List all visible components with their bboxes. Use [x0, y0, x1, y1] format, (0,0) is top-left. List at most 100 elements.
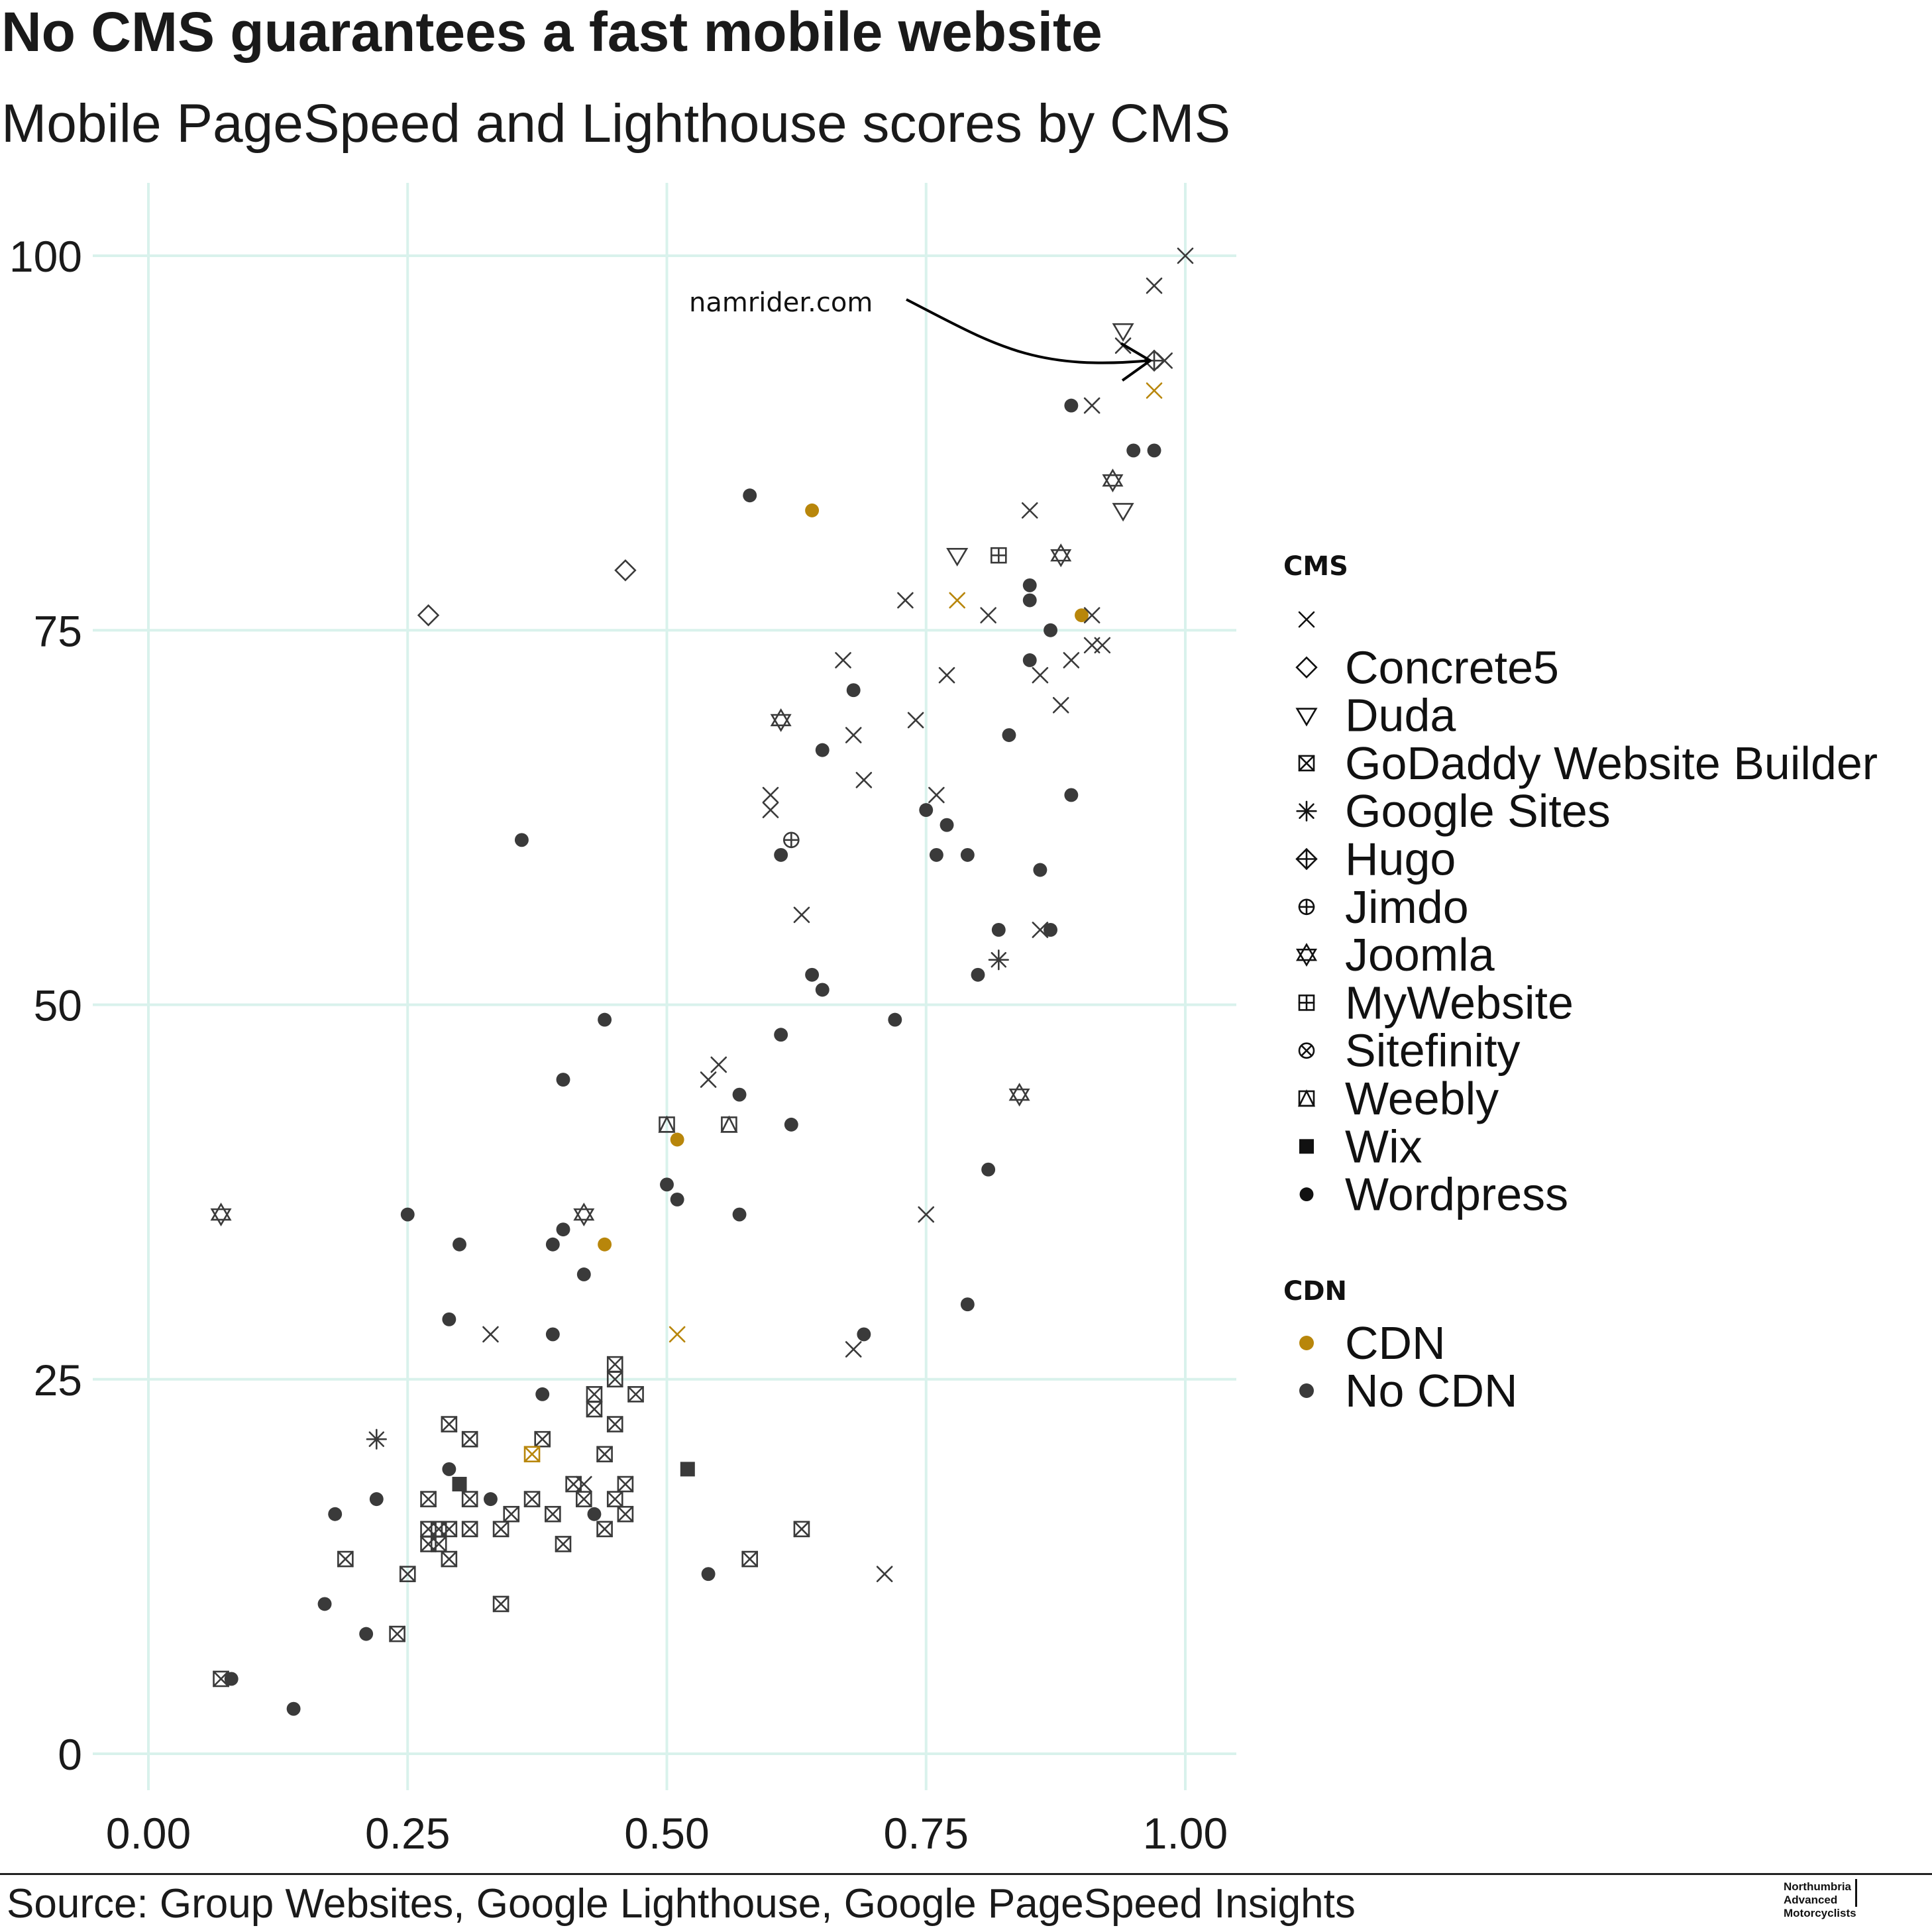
source-note: Source: Group Websites, Google Lighthous… — [7, 1881, 1356, 1927]
legend-cdn-title: CDN — [1283, 1276, 1347, 1307]
legend-cms-label: Hugo — [1345, 833, 1456, 885]
data-point — [938, 667, 955, 684]
data-point — [286, 1701, 301, 1716]
y-tick-label: 100 — [9, 232, 82, 281]
data-point — [1044, 623, 1058, 637]
data-point — [317, 1597, 332, 1611]
data-point — [815, 743, 830, 757]
data-point — [701, 1567, 716, 1582]
data-point — [598, 1237, 612, 1252]
data-point — [399, 1566, 416, 1582]
data-point — [1021, 502, 1038, 519]
legend-cdn-swatch — [1299, 1383, 1314, 1398]
data-point — [1177, 247, 1194, 264]
legend-cms-item: Jimdo — [1298, 881, 1469, 933]
data-point — [670, 1192, 684, 1207]
data-point — [1146, 382, 1163, 399]
data-point — [732, 1087, 747, 1102]
data-point — [835, 652, 851, 669]
data-point — [980, 607, 996, 623]
data-point — [210, 1203, 232, 1226]
data-point — [514, 833, 529, 847]
data-point — [939, 818, 954, 832]
data-point — [1063, 652, 1080, 669]
data-point — [482, 1326, 499, 1343]
x-tick-label: 1.00 — [1143, 1809, 1228, 1858]
annotation-arrowhead — [1120, 342, 1152, 382]
legend-cms-item: Weebly — [1297, 1073, 1499, 1124]
data-point — [988, 949, 1009, 971]
data-point — [907, 712, 924, 729]
legend-cms-label: Google Sites — [1345, 785, 1611, 837]
data-point — [700, 1071, 717, 1088]
data-point — [660, 1177, 674, 1192]
data-point — [720, 1115, 738, 1133]
data-point — [1064, 788, 1079, 802]
data-point — [669, 1326, 686, 1343]
annotation-label: namrider.com — [689, 288, 873, 318]
data-point — [981, 1162, 996, 1177]
data-point — [586, 1401, 603, 1418]
legend-cms-item: GoDaddy Website Builder — [1298, 737, 1878, 789]
data-point — [845, 727, 862, 743]
data-point — [369, 1492, 384, 1507]
legend-cms-label: Jimdo — [1345, 881, 1469, 933]
data-point — [453, 1237, 466, 1252]
data-point — [366, 1428, 387, 1450]
legend-cms-title: CMS — [1283, 551, 1348, 582]
legend-cms-item: Joomla — [1295, 929, 1495, 981]
data-point — [627, 1386, 644, 1403]
data-point — [783, 832, 800, 849]
data-point — [897, 592, 914, 609]
legend-cdn-label: No CDN — [1345, 1365, 1518, 1417]
data-point — [876, 1566, 893, 1582]
data-point — [928, 786, 945, 804]
data-point — [845, 1341, 862, 1358]
data-point — [991, 923, 1006, 937]
data-point — [224, 1672, 239, 1686]
data-point — [442, 1462, 456, 1476]
x-tick-label: 0.75 — [884, 1809, 969, 1858]
legend-cms-item: Wix — [1299, 1120, 1422, 1172]
legend-cms-label: Weebly — [1345, 1073, 1499, 1124]
legend-cms-item: Concrete5 — [1295, 641, 1559, 693]
legend-cms-label: Duda — [1345, 690, 1456, 741]
data-point — [793, 1521, 810, 1538]
data-point — [461, 1521, 478, 1538]
data-point — [1083, 607, 1100, 623]
data-point — [1094, 637, 1111, 654]
data-point — [598, 1012, 612, 1027]
data-point — [575, 1491, 592, 1507]
organization-logo: Northumbria Advanced Motorcyclists — [1784, 1880, 1856, 1920]
data-point — [1022, 578, 1037, 592]
data-point — [658, 1115, 676, 1133]
data-point — [805, 503, 820, 517]
data-point — [492, 1521, 510, 1538]
data-points — [210, 247, 1194, 1716]
annotation: namrider.com — [689, 288, 1152, 382]
data-point — [441, 1416, 458, 1432]
data-point — [815, 983, 830, 997]
data-point — [741, 1550, 758, 1568]
data-point — [774, 847, 788, 862]
y-tick-label: 75 — [34, 606, 82, 655]
data-point — [606, 1371, 623, 1388]
data-point — [991, 547, 1007, 564]
data-point — [614, 559, 637, 582]
x-tick-label: 0.00 — [106, 1809, 191, 1858]
legend-cms-label: Wix — [1345, 1120, 1422, 1172]
data-point — [1112, 323, 1134, 342]
data-point — [587, 1507, 602, 1521]
data-point — [919, 803, 934, 818]
legend-cms-item: Duda — [1295, 690, 1456, 741]
data-point — [762, 802, 779, 818]
y-tick-label: 25 — [34, 1356, 82, 1405]
data-point — [430, 1536, 447, 1552]
data-point — [461, 1430, 478, 1448]
data-point — [1126, 443, 1141, 458]
data-point — [1052, 697, 1069, 714]
data-point — [1156, 352, 1173, 369]
legend-cms-item: MyWebsite — [1298, 977, 1574, 1028]
data-point — [1083, 397, 1100, 414]
data-point — [857, 1327, 871, 1342]
